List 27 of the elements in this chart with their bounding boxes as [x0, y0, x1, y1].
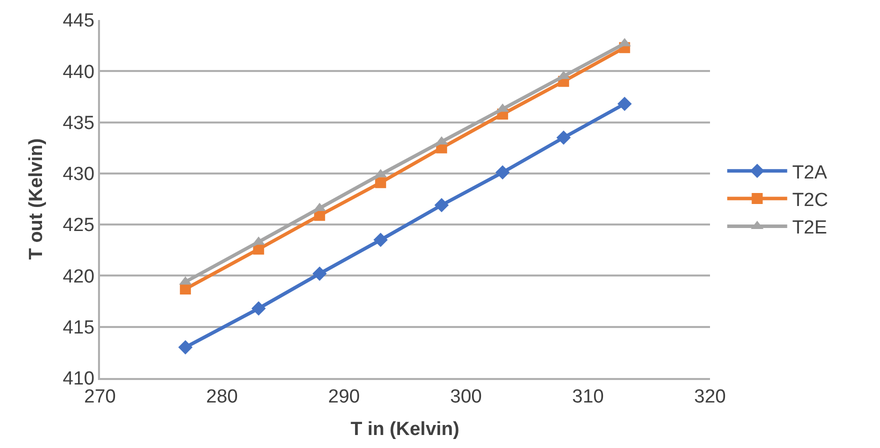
y-tick-label: 435 — [62, 112, 94, 134]
point — [251, 301, 266, 316]
y-axis-title: T out (Kelvin) — [26, 138, 48, 260]
point — [312, 266, 327, 281]
legend-label: T2E — [792, 218, 828, 239]
x-tick-label: 290 — [328, 386, 360, 408]
point — [556, 130, 571, 145]
x-tick-label: 280 — [206, 386, 238, 408]
x-tick-label: 310 — [572, 386, 604, 408]
point — [617, 96, 632, 112]
y-tick-label: 445 — [62, 10, 94, 32]
point — [178, 340, 193, 354]
x-tick-label: 320 — [694, 386, 726, 408]
y-tick-label: 425 — [62, 215, 94, 236]
legend-label: T2A — [792, 162, 828, 184]
x-tick-label: 300 — [450, 386, 482, 408]
point — [495, 165, 510, 180]
legend-label: T2C — [792, 190, 828, 211]
y-tick-label: 420 — [62, 266, 94, 288]
point — [180, 284, 191, 295]
y-tick-label: 440 — [62, 62, 94, 83]
point — [375, 177, 386, 188]
y-tick-label: 415 — [62, 318, 94, 339]
point — [373, 232, 388, 248]
y-tick-label: 430 — [62, 164, 94, 186]
point — [434, 198, 449, 212]
x-axis-title: T in (Kelvin) — [350, 418, 460, 440]
